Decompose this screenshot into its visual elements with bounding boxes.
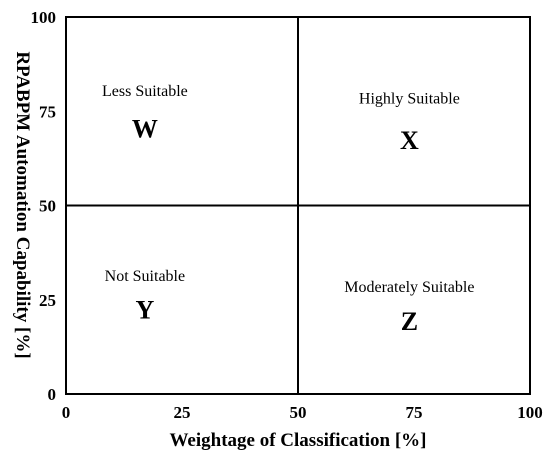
y-tick-label: 0 (48, 385, 57, 404)
x-axis-ticks: 0 25 50 75 100 (62, 403, 543, 422)
quadrant-letter: Z (401, 307, 418, 336)
y-tick-label: 75 (39, 102, 56, 121)
y-tick-label: 100 (31, 8, 57, 27)
quadrant-label: Highly Suitable (359, 91, 460, 108)
x-tick-label: 25 (174, 403, 191, 422)
x-tick-label: 100 (517, 403, 543, 422)
y-tick-label: 50 (39, 197, 56, 216)
x-axis-title: Weightage of Classification [%] (169, 430, 426, 451)
x-tick-label: 50 (290, 403, 307, 422)
y-tick-label: 25 (39, 291, 56, 310)
quadrant-label: Moderately Suitable (344, 279, 474, 296)
quadrant-letter: W (132, 115, 158, 144)
quadrant-label: Not Suitable (105, 268, 185, 285)
quadrant-letter: Y (135, 296, 154, 325)
quadrant-letter: X (400, 126, 419, 155)
y-axis-ticks: 0 25 50 75 100 (31, 8, 57, 404)
quadrant-label: Less Suitable (102, 83, 188, 100)
quadrant-dividers (66, 17, 530, 394)
x-tick-label: 75 (406, 403, 423, 422)
quadrant-labels: Less Suitable W Highly Suitable X Not Suitab… (102, 83, 474, 336)
x-tick-label: 0 (62, 403, 71, 422)
y-axis-title: RPABPM Automation Capability [%] (12, 51, 33, 358)
